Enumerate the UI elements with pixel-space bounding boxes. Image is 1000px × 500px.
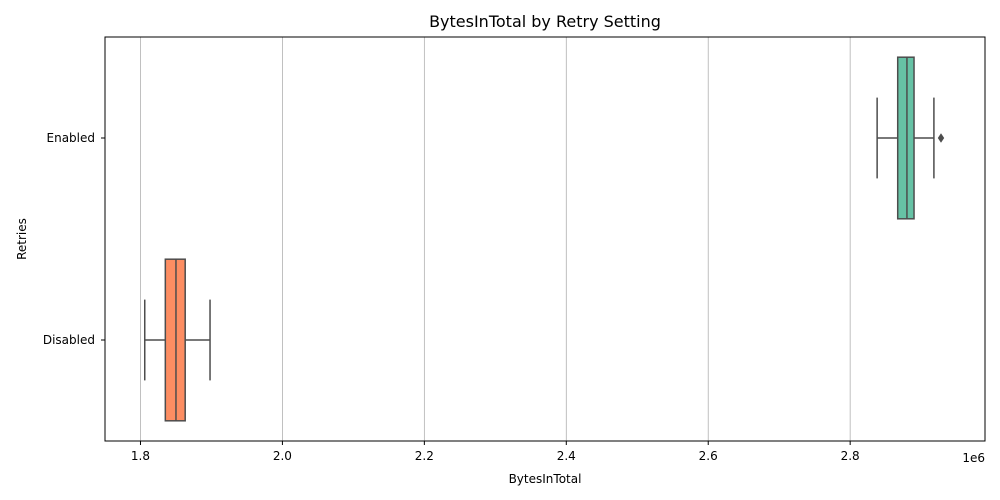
plot-frame [104, 36, 986, 442]
y-tick-label: Disabled [43, 333, 95, 347]
x-tick-label: 2.8 [841, 449, 860, 463]
grid-lines [140, 37, 851, 441]
y-axis-ticks: Enabled Disabled [43, 131, 105, 347]
box-layer [143, 56, 945, 422]
outlier-point [937, 133, 945, 143]
box-iqr [896, 56, 915, 220]
x-tick-label: 2.6 [699, 449, 718, 463]
x-tick-label: 2.2 [415, 449, 434, 463]
chart-title: BytesInTotal by Retry Setting [429, 12, 661, 31]
x-tick-label: 2.4 [557, 449, 576, 463]
x-axis-offset-label: 1e6 [962, 451, 985, 465]
x-tick-label: 1.8 [131, 449, 150, 463]
x-tick-label: 2.0 [273, 449, 292, 463]
box-group-disabled [143, 258, 211, 422]
x-axis-ticks: 1.8 2.0 2.2 2.4 2.6 2.8 [131, 441, 860, 463]
y-axis-label: Retries [15, 218, 29, 260]
x-axis-label: BytesInTotal [509, 472, 582, 486]
y-tick-label: Enabled [47, 131, 96, 145]
box-group-enabled [876, 56, 945, 220]
